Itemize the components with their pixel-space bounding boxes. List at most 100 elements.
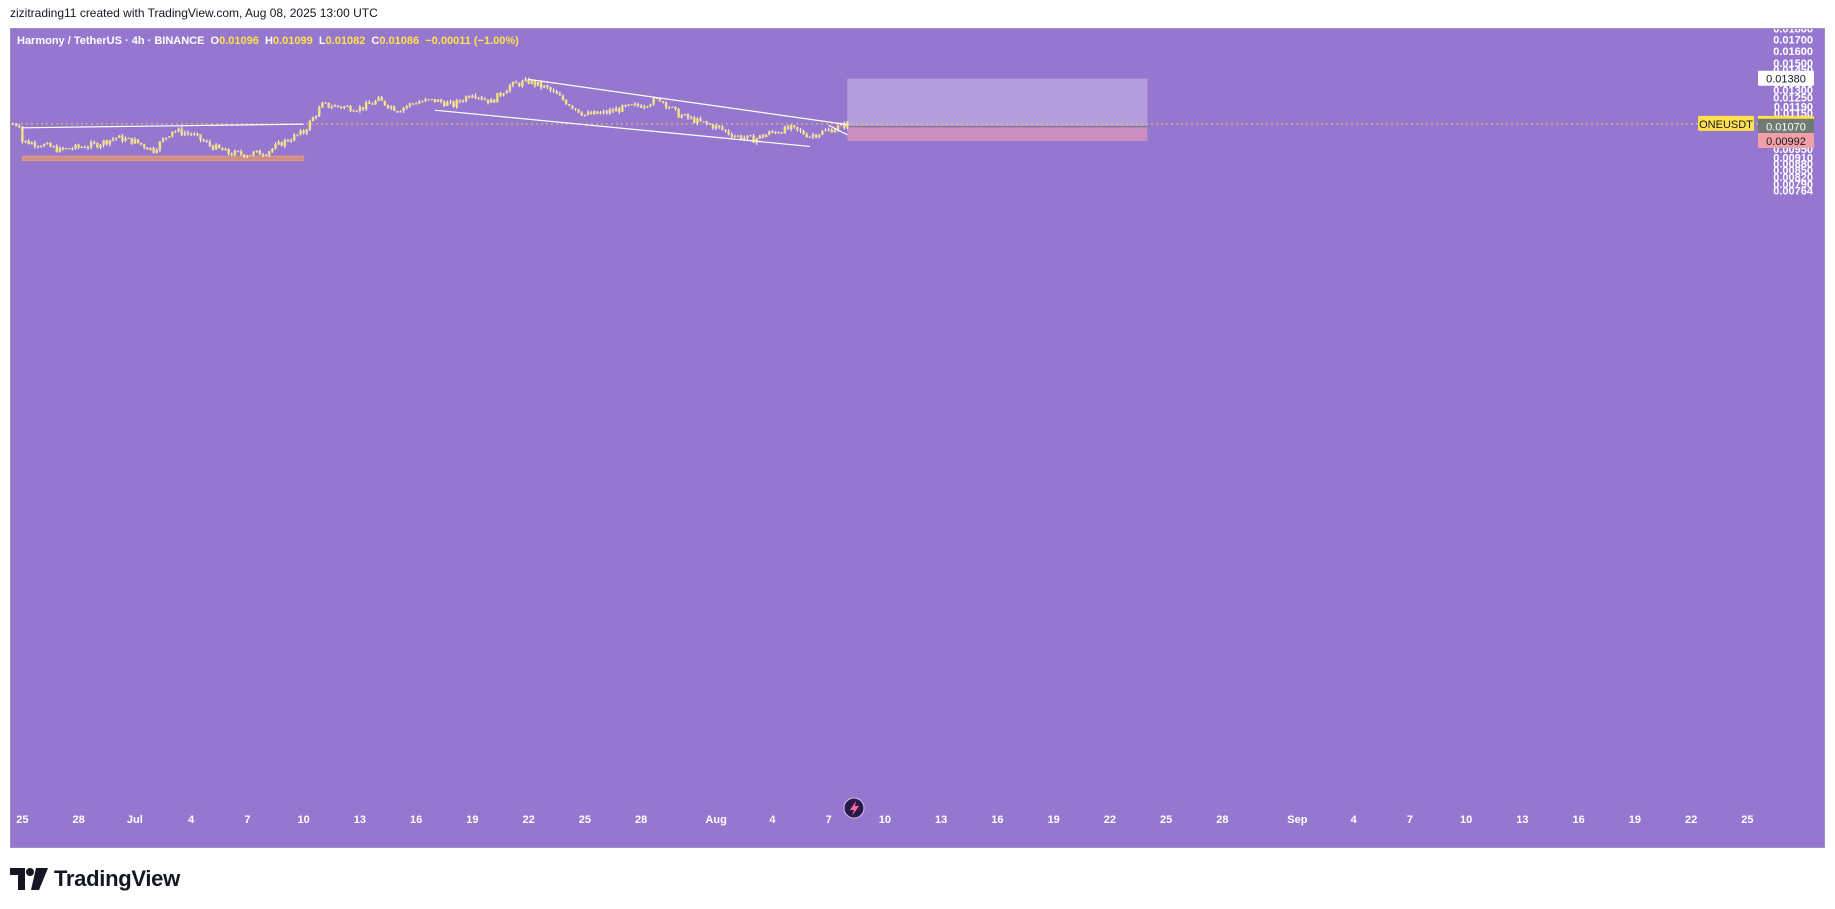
symbol-label-bg: [1698, 115, 1754, 131]
x-tick-label: Sep: [1287, 814, 1307, 826]
candle-body: [24, 140, 27, 142]
candle-body: [564, 99, 568, 105]
y-tick-label: 0.01250: [1773, 92, 1813, 104]
candle-body: [633, 103, 637, 105]
candle-body: [780, 132, 783, 134]
candle-body: [749, 135, 752, 137]
x-tick-label: Jul: [127, 814, 143, 826]
candle-body: [58, 147, 62, 152]
candle-body: [652, 98, 655, 105]
candle-body: [474, 95, 477, 98]
candle-body: [639, 105, 643, 108]
candle-body: [89, 142, 93, 148]
candle-body: [277, 142, 280, 145]
candle-body: [699, 118, 702, 122]
candle-body: [358, 107, 362, 111]
candle-body: [396, 110, 399, 113]
candle-body: [580, 112, 583, 116]
candle-body: [414, 103, 418, 105]
candle-body: [349, 106, 352, 111]
candle-body: [371, 103, 374, 105]
x-tick-label: 13: [354, 814, 366, 826]
candle-body: [493, 99, 496, 103]
candle-body: [761, 135, 765, 138]
candle-body: [574, 108, 577, 110]
candle-body: [655, 98, 658, 100]
candle-body: [211, 145, 215, 150]
candle-body: [552, 90, 555, 92]
candle-body: [536, 82, 540, 86]
candle-body: [477, 97, 480, 99]
candle-body: [318, 107, 321, 117]
candle-body: [61, 147, 65, 150]
x-tick-label: 25: [1741, 814, 1753, 826]
candle-body: [755, 138, 758, 143]
candle-body: [64, 148, 68, 150]
candle-body: [658, 98, 662, 102]
candle-body: [127, 137, 130, 139]
candle-body: [505, 90, 508, 94]
candle-body: [108, 140, 112, 145]
x-tick-label: Aug: [705, 814, 726, 826]
x-tick-label: 16: [991, 814, 1003, 826]
candle-body: [418, 101, 421, 104]
candle-body: [833, 129, 837, 133]
candle-body: [158, 141, 162, 150]
candle-body: [521, 81, 524, 87]
y-tick-label: 0.01600: [1773, 46, 1813, 58]
y-tick-label: 0.01300: [1773, 85, 1813, 97]
y-tick-label: 0.00820: [1773, 172, 1813, 184]
candle-body: [111, 139, 115, 141]
candle-body: [364, 102, 368, 110]
support-zone: [21, 155, 305, 161]
y-tick-label: 0.01700: [1773, 34, 1813, 46]
x-tick-label: 10: [298, 814, 310, 826]
candle-body: [171, 131, 174, 137]
candle-body: [136, 139, 140, 143]
candle-body: [99, 145, 102, 148]
candle-body: [324, 102, 327, 104]
candle-body: [689, 117, 693, 119]
trendline-2: [528, 78, 848, 126]
candle-body: [458, 100, 462, 102]
candle-body: [224, 148, 227, 151]
candle-body: [21, 126, 24, 142]
candle-body: [283, 139, 287, 146]
candle-body: [464, 96, 468, 102]
candle-body: [727, 130, 730, 135]
candle-body: [483, 99, 487, 101]
candle-body: [314, 116, 318, 118]
candle-body: [74, 144, 77, 149]
candle-body: [52, 146, 55, 148]
x-tick-label: 25: [579, 814, 591, 826]
candle-body: [739, 135, 743, 140]
candle-body: [577, 109, 580, 113]
candle-body: [333, 105, 337, 107]
candle-body: [205, 141, 208, 143]
candle-body: [271, 148, 274, 152]
candle-body: [246, 155, 249, 157]
candle-body: [661, 101, 665, 103]
candle-body: [721, 126, 724, 130]
price-chart[interactable]: 0.018000.017000.016000.015000.014500.014…: [11, 29, 1824, 847]
candle-body: [571, 105, 574, 109]
symbol-label: ONEUSDT: [1699, 119, 1753, 131]
candle-body: [496, 93, 499, 103]
price-label-bg: [1758, 70, 1814, 86]
candle-body: [674, 106, 677, 109]
candle-body: [843, 123, 846, 128]
candle-body: [718, 125, 721, 127]
chart-area[interactable]: 0.018000.017000.016000.015000.014500.014…: [10, 28, 1825, 848]
candle-body: [555, 91, 558, 94]
y-tick-label: 0.00790: [1773, 179, 1813, 191]
candle-body: [346, 106, 349, 108]
x-tick-label: 25: [16, 814, 28, 826]
candle-body: [361, 107, 365, 110]
candle-body: [408, 103, 412, 107]
candle-body: [502, 93, 505, 96]
candle-body: [168, 136, 171, 138]
candle-body: [39, 146, 43, 148]
candle-body: [161, 138, 165, 142]
candle-body: [649, 104, 652, 107]
candle-body: [336, 105, 340, 107]
